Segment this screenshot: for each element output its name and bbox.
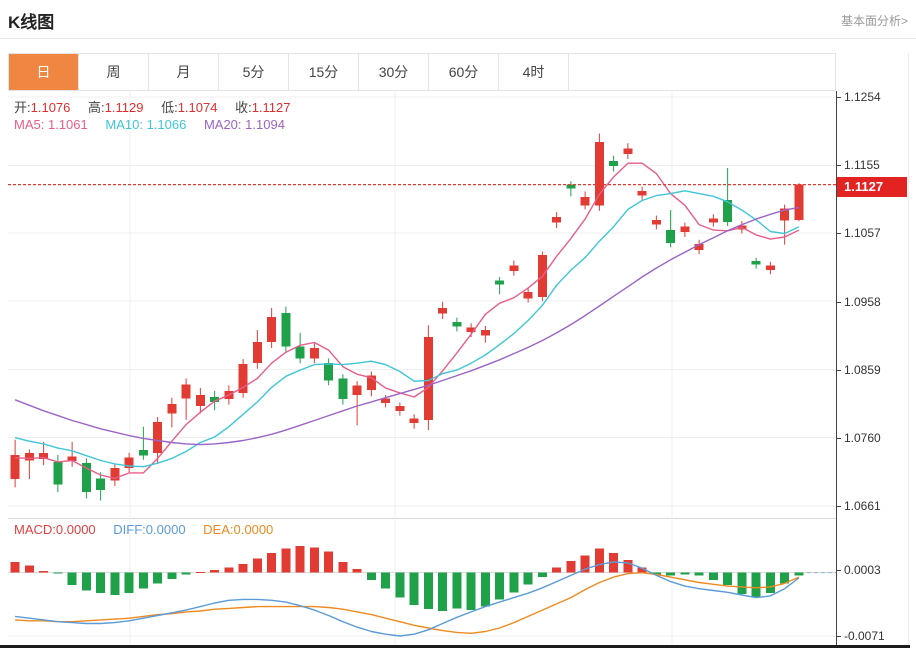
right-border [908,53,909,645]
tab-15min[interactable]: 15分 [289,54,359,90]
axis-tick [836,636,841,637]
macd-label: MACD: [14,522,56,537]
price-tick-label: 1.0661 [844,499,881,513]
panel-separator [8,518,836,519]
tab-4hour[interactable]: 4时 [499,54,569,90]
low-label: 低: [161,100,178,115]
tab-month[interactable]: 月 [149,54,219,90]
price-tick-label: 1.0859 [844,363,881,377]
ma10-label: MA10: [105,117,143,132]
axis-tick [836,302,841,303]
high-label: 高: [88,100,105,115]
title-divider [0,38,916,39]
tab-day[interactable]: 日 [9,54,79,90]
macd-value: 0.0000 [55,522,96,537]
diff-value: 0.0000 [145,522,186,537]
open-value: 1.1076 [30,100,71,115]
last-price-badge: 1.1127 [837,177,907,197]
ma20-label: MA20: [203,117,242,132]
tab-60min[interactable]: 60分 [429,54,499,90]
axis-tick [836,506,841,507]
axis-tick [836,233,841,234]
tab-5min[interactable]: 5分 [219,54,289,90]
axis-tick [836,570,841,571]
macd-canvas[interactable] [8,518,836,645]
tab-bar-filler [569,54,835,90]
ohlc-legend: 开:1.1076 高:1.1129 低:1.1074 收:1.1127 [14,97,305,116]
macd-tick-label: -0.0071 [844,629,885,643]
tab-30min[interactable]: 30分 [359,54,429,90]
bottom-border [0,645,910,648]
high-value: 1.1129 [104,100,144,115]
axis-tick [836,97,841,98]
fundamental-analysis-link[interactable]: 基本面分析> [840,14,908,28]
diff-label: DIFF: [113,522,146,537]
open-label: 开: [14,100,31,115]
candlestick-canvas[interactable] [8,91,836,518]
axis-tick [836,370,841,371]
macd-tick-label: 0.0003 [844,563,881,577]
price-tick-label: 1.1057 [844,226,881,240]
close-label: 收: [235,100,252,115]
period-tab-bar: 日 周 月 5分 15分 30分 60分 4时 [8,53,836,91]
page-title: K线图 [8,13,55,32]
ma5-label: MA5: [14,117,45,132]
price-tick-label: 1.1254 [844,90,881,104]
dea-value: 0.0000 [233,522,274,537]
low-value: 1.1074 [177,100,218,115]
price-tick-label: 1.0760 [844,431,881,445]
price-tick-label: 1.1155 [844,158,880,172]
close-value: 1.1127 [251,100,291,115]
price-axis-line [836,91,837,645]
ma10-value: 1.1066 [146,117,187,132]
axis-tick [836,438,841,439]
ma20-value: 1.1094 [245,117,285,132]
tab-week[interactable]: 周 [79,54,149,90]
macd-legend: MACD:0.0000 DIFF:0.0000 DEA:0.0000 [14,522,287,537]
price-tick-label: 1.0958 [844,295,881,309]
ma5-value: 1.1061 [47,117,88,132]
axis-tick [836,165,841,166]
ma-legend: MA5: 1.1061 MA10: 1.1066 MA20: 1.1094 [14,117,299,132]
dea-label: DEA: [203,522,234,537]
